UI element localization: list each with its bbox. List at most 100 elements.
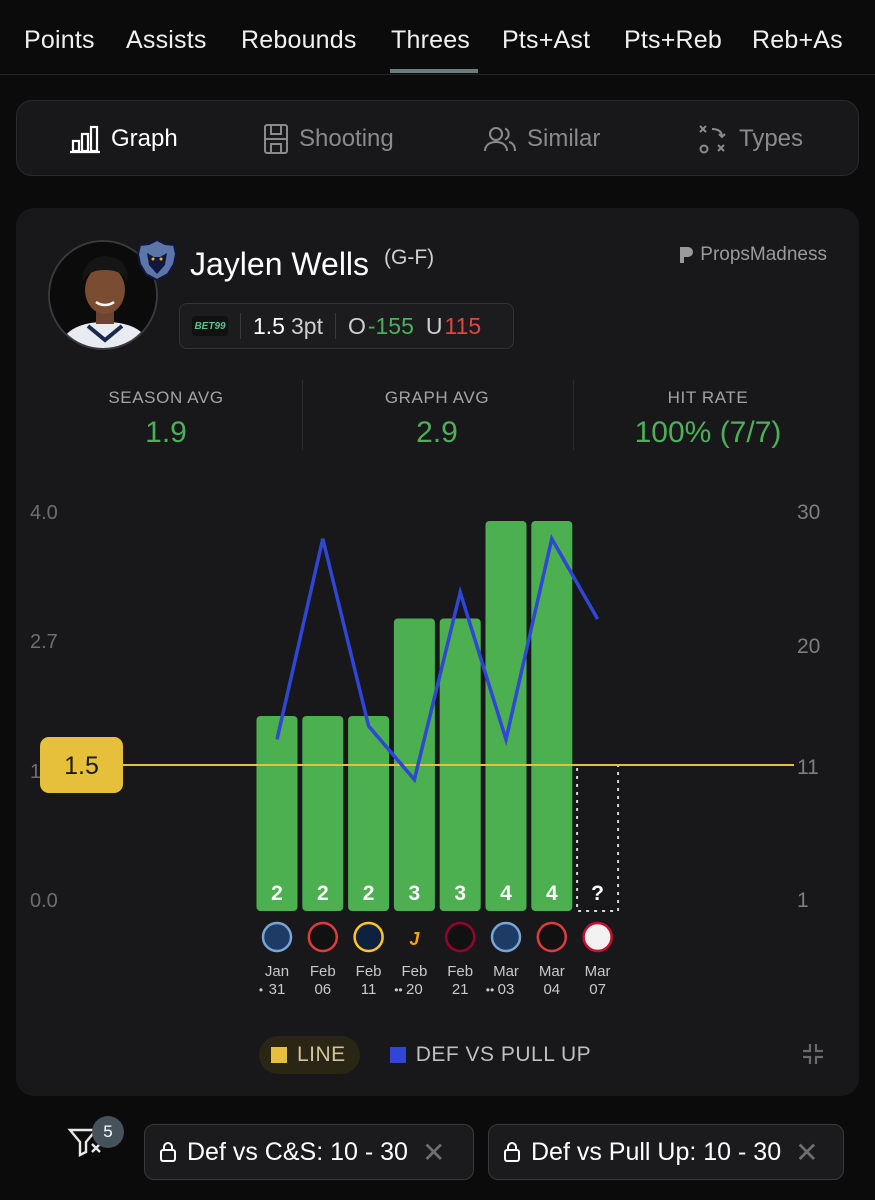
jazz-logo: J xyxy=(409,929,420,949)
game-date-day: 20 xyxy=(406,981,423,998)
trail-blazers-logo xyxy=(307,921,339,953)
game-date-month: Mar xyxy=(493,963,519,980)
graph-avg-label: GRAPH AVG xyxy=(384,388,490,407)
legend-def-toggle[interactable]: DEF VS PULL UP xyxy=(389,1043,592,1067)
lock-icon xyxy=(160,1142,176,1162)
view-switcher: Graph Shooting Similar Types xyxy=(16,100,859,176)
sportsbook-logo: BET99 xyxy=(192,316,228,336)
brand-name: PropsMadness xyxy=(700,244,827,265)
game-date-month: Jan xyxy=(265,963,289,980)
over-label: O xyxy=(347,312,366,339)
bar-value-label: 2 xyxy=(317,882,329,905)
y-axis-right-tick: 30 xyxy=(797,501,820,524)
bar-value-label: ? xyxy=(591,882,604,905)
opponent-logo-circle xyxy=(444,921,476,953)
users-icon xyxy=(484,127,516,152)
opponent-logo-circle xyxy=(536,921,568,953)
game-date-month: Feb xyxy=(447,963,473,980)
play-diagram-icon xyxy=(699,125,726,154)
tab-pts-reb[interactable]: Pts+Reb xyxy=(624,26,722,54)
opponent-logo-circle xyxy=(353,921,384,953)
filter-count-badge: 5 xyxy=(92,1116,124,1148)
player-chart-card: Jaylen Wells (G-F) PropsMadness BET99 1.… xyxy=(16,208,859,1096)
graph-avg-value: 2.9 xyxy=(416,416,458,449)
y-axis-left-tick: 2.7 xyxy=(30,631,58,653)
y-axis-left-tick: 4.0 xyxy=(30,502,58,524)
collapse-icon[interactable] xyxy=(801,1042,825,1066)
game-date-day: 21 xyxy=(452,981,469,998)
game-date-month: Feb xyxy=(401,963,427,980)
chart-legend: LINE DEF VS PULL UP xyxy=(259,1036,591,1074)
opponent-logo-circle xyxy=(490,921,522,953)
under-label: U xyxy=(425,312,443,339)
view-tab-types[interactable]: Types xyxy=(697,101,803,177)
prop-line-badge-label: 1.5 xyxy=(64,752,99,780)
tab-pts-ast[interactable]: Pts+Ast xyxy=(502,26,591,54)
lock-icon xyxy=(504,1142,520,1162)
trail-blazers-logo xyxy=(536,921,568,953)
propsmadness-logo-icon xyxy=(680,247,694,263)
season-avg-value: 1.9 xyxy=(145,416,187,449)
tab-points[interactable]: Points xyxy=(24,26,95,54)
remove-filter-icon[interactable]: ✕ xyxy=(795,1136,819,1168)
game-date-month: Feb xyxy=(310,963,336,980)
season-avg-stat: SEASON AVG 1.9 xyxy=(31,388,301,450)
prop-market: 3pt xyxy=(290,312,323,339)
game-marker-dots: • xyxy=(259,983,263,997)
game-date-day: 07 xyxy=(589,981,606,998)
summary-divider xyxy=(573,380,574,450)
view-tab-shooting[interactable]: Shooting xyxy=(263,101,394,177)
tab-threes[interactable]: Threes xyxy=(391,26,471,54)
tab-rebounds[interactable]: Rebounds xyxy=(241,26,357,54)
active-tab-indicator xyxy=(390,69,478,73)
heat-logo xyxy=(444,921,476,953)
filter-chip-label: Def vs Pull Up: 10 - 30 xyxy=(531,1137,782,1166)
opponent-logo-circle xyxy=(307,921,339,953)
view-tab-graph-label: Graph xyxy=(111,125,178,152)
stat-tabs-bar: Points Assists Rebounds Threes Pts+Ast P… xyxy=(0,0,875,75)
game-date-day: 06 xyxy=(314,981,331,998)
nuggets-logo xyxy=(353,921,384,953)
memphis-grizzlies-logo xyxy=(136,238,178,282)
upcoming-game-bar xyxy=(576,764,620,912)
view-tab-graph[interactable]: Graph xyxy=(69,101,178,177)
game-date-day: 11 xyxy=(361,981,377,998)
legend-def-label: DEF VS PULL UP xyxy=(415,1043,592,1066)
legend-def-swatch xyxy=(389,1047,406,1063)
tab-assists[interactable]: Assists xyxy=(126,26,207,54)
opponent-logo-circle xyxy=(582,921,613,953)
game-date-month: Mar xyxy=(585,963,611,980)
y-axis-left-tick: 0.0 xyxy=(30,890,58,912)
game-date-day: 03 xyxy=(498,981,515,998)
game-marker-dots: •• xyxy=(486,983,494,997)
pill-divider xyxy=(240,313,241,339)
legend-line-swatch xyxy=(271,1047,287,1063)
prop-line-badge xyxy=(40,737,123,793)
filter-chip-label: Def vs C&S: 10 - 30 xyxy=(187,1137,408,1166)
remove-filter-icon[interactable]: ✕ xyxy=(421,1136,446,1168)
clippers-logo xyxy=(582,921,613,953)
pill-divider xyxy=(334,313,336,339)
bar-value-label: 4 xyxy=(546,882,558,905)
over-odds: -155 xyxy=(367,312,414,339)
filter-chip-def-pullup[interactable]: Def vs Pull Up: 10 - 30 ✕ xyxy=(488,1124,844,1180)
opponent-logo-circle xyxy=(261,921,293,953)
view-tab-similar[interactable]: Similar xyxy=(483,101,600,177)
game-marker-dots: •• xyxy=(394,983,402,997)
hit-rate-label: HIT RATE xyxy=(667,388,749,407)
game-date-day: 04 xyxy=(543,981,560,998)
bar-value-label: 3 xyxy=(409,882,421,905)
tab-reb-ast[interactable]: Reb+As xyxy=(752,26,843,54)
hit-rate-stat: HIT RATE 100% (7/7) xyxy=(573,388,843,450)
y-axis-right-tick: 11 xyxy=(797,756,819,779)
bar-value-label: 3 xyxy=(454,882,466,905)
legend-line-toggle[interactable]: LINE xyxy=(259,1036,360,1074)
view-tab-similar-label: Similar xyxy=(527,125,601,152)
brand-watermark: PropsMadness xyxy=(678,244,827,266)
jazz-logo-glyph: J xyxy=(409,929,420,949)
prop-line-pill[interactable]: BET99 1.5 3pt O -155 U 115 xyxy=(179,303,514,349)
y-axis-right-tick: 20 xyxy=(797,635,820,658)
y-axis-left-tick: 1 xyxy=(30,761,41,783)
filter-chip-def-cs[interactable]: Def vs C&S: 10 - 30 ✕ xyxy=(144,1124,474,1180)
